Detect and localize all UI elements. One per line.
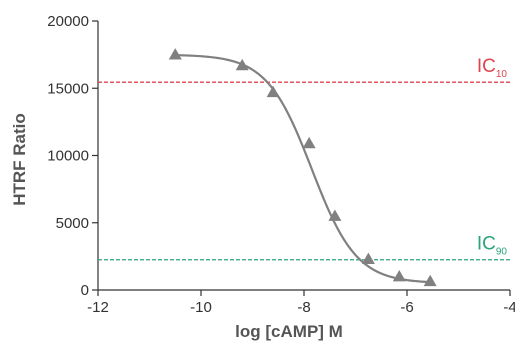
x-tick-label: -6 [400,299,413,316]
ic90-label: IC90 [477,234,508,258]
fit-curve-layer [175,54,431,284]
data-point [328,209,342,221]
x-tick-label: -8 [297,299,310,316]
x-tick-label: -10 [190,299,212,316]
data-point [392,270,406,282]
axes-layer: -12 -10 -8 -6 -4 0 5000 10000 15000 20000 [47,13,515,316]
data-point [302,136,316,149]
data-point [423,274,437,287]
x-axis-title: log [cAMP] M [235,322,343,341]
data-point [361,252,375,264]
x-tick-label: -12 [87,299,109,316]
y-tick-label: 15000 [47,80,89,97]
y-tick-label: 5000 [56,215,89,232]
y-tick-label: 0 [81,282,89,299]
data-point [235,58,249,71]
y-axis-title: HTRF Ratio [10,113,29,206]
y-tick-label: 10000 [47,148,89,165]
x-tick-label: -4 [503,299,515,316]
data-point [168,48,182,60]
fit-curve [175,54,431,284]
data-points-layer [168,48,437,287]
data-point [266,85,280,98]
y-tick-label: 20000 [47,13,89,30]
labels-layer: log [cAMP] M HTRF Ratio IC10 IC90 [10,56,507,341]
reference-lines-layer [98,81,510,261]
ic10-label: IC10 [477,56,508,80]
